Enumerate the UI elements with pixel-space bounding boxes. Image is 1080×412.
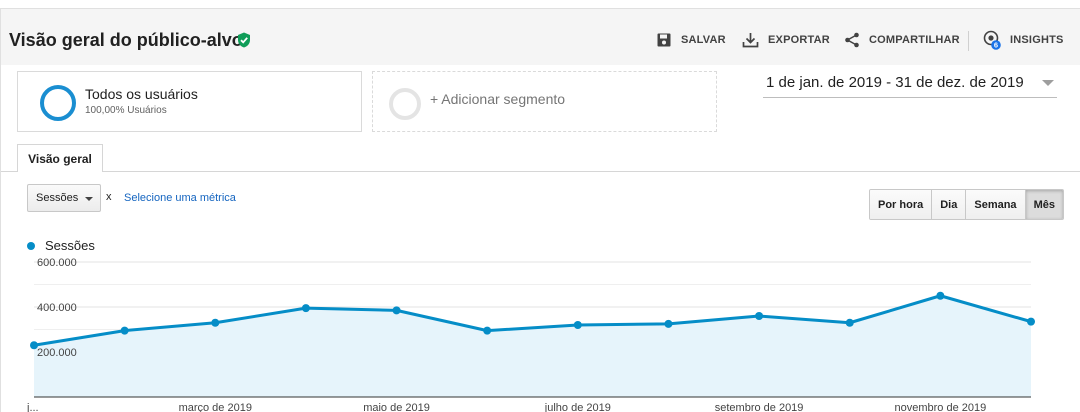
select-metric-link[interactable]: Selecione uma métrica [124,192,236,204]
data-point [301,304,310,313]
data-point [755,312,764,320]
report-header: Visão geral do público-alvo SALVAR EXPOR… [1,9,1080,65]
data-point [664,319,673,328]
export-button[interactable]: EXPORTAR [742,29,830,51]
segment-card-all-users[interactable]: Todos os usuários 100,00% Usuários [17,71,362,132]
insights-label: INSIGHTS [1010,34,1064,46]
chevron-down-icon[interactable] [1042,80,1054,86]
remove-metric-button[interactable]: x [106,191,112,203]
x-tick-label: j... [26,402,39,412]
data-point [30,341,38,350]
save-icon [657,33,671,47]
data-point [120,326,129,335]
share-icon [845,32,859,48]
share-button[interactable]: COMPARTILHAR [844,29,960,51]
save-label: SALVAR [681,34,726,46]
series-area [34,295,1031,397]
granularity-hour-button[interactable]: Por hora [870,190,933,219]
y-tick-label: 400.000 [37,302,77,314]
add-segment-card[interactable]: + Adicionar segmento [372,71,717,132]
data-point [211,318,220,327]
segment-percentage: 100,00% Usuários [85,105,167,116]
y-tick-label: 200.000 [37,347,77,359]
segment-name: Todos os usuários [85,86,198,102]
empty-segment-ring-icon [389,88,421,120]
y-tick-label: 600.000 [37,257,77,269]
data-point [936,291,945,300]
insights-button[interactable]: 6 INSIGHTS [983,29,1064,51]
data-point [573,321,582,329]
data-point [392,306,401,315]
data-point [483,326,492,335]
legend-label: Sessões [45,238,95,253]
date-range-picker[interactable]: 1 de jan. de 2019 - 31 de dez. de 2019 [766,74,1024,91]
verified-shield-icon [238,32,250,48]
granularity-toggle: Por hora Dia Semana Mês [869,189,1064,220]
share-label: COMPARTILHAR [869,34,960,46]
legend-dot-icon [27,241,35,250]
x-tick-label: novembro de 2019 [894,402,986,412]
page-title: Visão geral do público-alvo [9,30,243,50]
x-tick-label: maio de 2019 [363,402,430,412]
data-point [845,318,854,327]
granularity-day-button[interactable]: Dia [932,190,967,219]
segment-ring-icon [40,85,76,121]
data-point [1027,317,1035,326]
chart-legend: Sessões [27,238,95,253]
export-label: EXPORTAR [768,34,830,46]
granularity-month-button[interactable]: Mês [1025,190,1063,219]
add-segment-label: + Adicionar segmento [430,91,566,107]
date-range-underline [763,97,1057,98]
download-icon [742,33,759,48]
series-line [33,294,1032,347]
sessions-chart: 200.000 400.000 600.000 j... março de 2019 ma… [26,257,1035,412]
chevron-down-icon [85,197,93,201]
tab-overview[interactable]: Visão geral [17,144,103,172]
x-tick-label: setembro de 2019 [715,402,804,412]
x-tick-label: julho de 2019 [544,402,611,412]
save-button[interactable]: SALVAR [656,29,726,51]
x-tick-label: março de 2019 [179,402,252,412]
granularity-week-button[interactable]: Semana [966,190,1026,219]
report-frame: Visão geral do público-alvo SALVAR EXPOR… [0,8,1080,412]
tab-bar-line [1,171,1080,172]
metric-select[interactable]: Sessões [27,184,101,212]
insights-icon: 6 [983,30,1001,50]
header-divider [968,31,969,51]
insights-badge: 6 [994,41,998,50]
metric-select-value: Sessões [36,192,79,204]
